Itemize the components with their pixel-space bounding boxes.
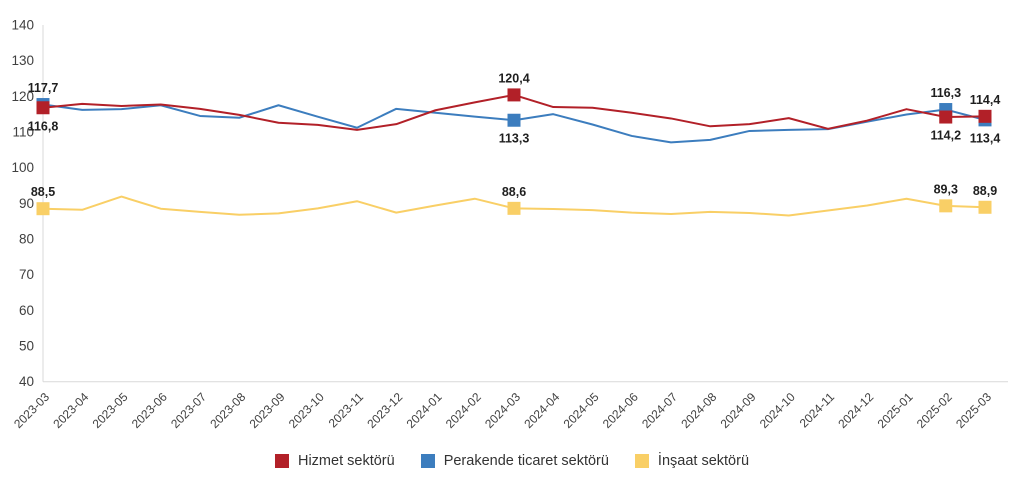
data-label-1: 113,4 <box>970 131 1001 145</box>
x-axis-tick-label: 2025-01 <box>875 390 916 431</box>
data-point-marker-1 <box>507 113 521 127</box>
data-point-marker-0 <box>939 110 953 124</box>
data-label-2: 88,9 <box>973 184 997 198</box>
data-point-marker-2 <box>36 202 50 216</box>
data-label-2: 88,5 <box>31 185 55 199</box>
x-axis-tick-label: 2023-04 <box>50 390 91 431</box>
data-label-2: 88,6 <box>502 185 526 199</box>
legend-item-0: Hizmet sektörü <box>274 453 395 469</box>
x-axis-tick-label: 2024-12 <box>835 390 876 431</box>
data-label-0: 120,4 <box>498 71 529 85</box>
data-point-marker-0 <box>978 109 992 123</box>
y-axis-tick-label: 50 <box>19 339 34 354</box>
legend-label: Perakende ticaret sektörü <box>443 453 609 469</box>
x-axis-tick-label: 2024-07 <box>639 390 680 431</box>
x-axis-tick-label: 2024-11 <box>797 390 838 431</box>
y-axis-tick-label: 80 <box>19 232 34 247</box>
y-axis-tick-label: 100 <box>11 160 34 175</box>
x-axis-tick-label: 2023-06 <box>129 390 170 431</box>
x-axis-tick-label: 2024-09 <box>718 390 759 431</box>
y-axis-tick-label: 110 <box>12 125 34 140</box>
data-label-0: 114,2 <box>930 129 961 143</box>
x-axis-tick-label: 2023-07 <box>168 390 209 431</box>
data-label-2: 89,3 <box>934 182 958 196</box>
data-point-marker-0 <box>507 88 521 102</box>
x-axis-tick-label: 2024-10 <box>757 390 798 431</box>
y-axis-tick-label: 90 <box>19 196 34 211</box>
x-axis-tick-label: 2024-03 <box>482 390 523 431</box>
x-axis-tick-label: 2023-09 <box>247 390 288 431</box>
data-point-marker-0 <box>36 101 50 115</box>
legend-swatch-icon <box>420 454 435 468</box>
x-axis-tick-label: 2023-12 <box>364 390 405 431</box>
x-axis-tick-label: 2023-08 <box>207 390 248 431</box>
chart-legend: Hizmet sektörü Perakende ticaret sektörü İ… <box>274 453 750 469</box>
x-axis-tick-label: 2024-08 <box>678 390 719 431</box>
legend-label: Hizmet sektörü <box>297 453 395 469</box>
legend-swatch-icon <box>274 454 289 468</box>
y-axis-tick-label: 130 <box>11 53 34 68</box>
data-label-0: 116,8 <box>28 119 59 133</box>
data-label-1: 117,7 <box>28 81 59 95</box>
y-axis-tick-label: 70 <box>19 267 34 282</box>
legend-item-1: Perakende ticaret sektörü <box>420 453 609 469</box>
x-axis-tick-label: 2023-03 <box>11 390 52 431</box>
x-axis-tick-label: 2024-04 <box>521 390 562 431</box>
data-point-marker-2 <box>939 199 953 213</box>
legend-label: İnşaat sektörü <box>657 453 750 469</box>
x-axis-tick-label: 2023-10 <box>286 390 327 431</box>
line-chart: 140 130 120 110 100 90 80 70 60 50 40 2023-03 2023-0… <box>11 18 1008 431</box>
data-label-0: 114,4 <box>970 93 1001 107</box>
x-axis-tick-label: 2025-03 <box>953 390 994 431</box>
chart-canvas: 1401301201101009080706050402023-032023-0… <box>11 18 1008 431</box>
x-axis-tick-label: 2023-05 <box>90 390 131 431</box>
x-axis-tick-label: 2024-06 <box>600 390 641 431</box>
data-point-marker-2 <box>978 200 992 214</box>
x-axis-tick-label: 2024-01 <box>404 390 445 431</box>
x-axis-tick-label: 2023-11 <box>326 390 367 431</box>
x-axis-tick-label: 2024-05 <box>561 390 602 431</box>
data-label-1: 113,3 <box>499 132 530 146</box>
legend-swatch-icon <box>634 454 649 468</box>
x-axis-tick-label: 2025-02 <box>914 390 955 431</box>
y-axis-tick-label: 140 <box>11 18 34 33</box>
data-point-marker-2 <box>507 201 521 215</box>
data-label-1: 116,3 <box>930 86 961 100</box>
y-axis-tick-label: 40 <box>19 374 34 389</box>
legend-item-2: İnşaat sektörü <box>634 453 750 469</box>
y-axis-tick-label: 120 <box>11 89 34 104</box>
y-axis-tick-label: 60 <box>19 303 34 318</box>
x-axis-tick-label: 2024-02 <box>443 390 484 431</box>
